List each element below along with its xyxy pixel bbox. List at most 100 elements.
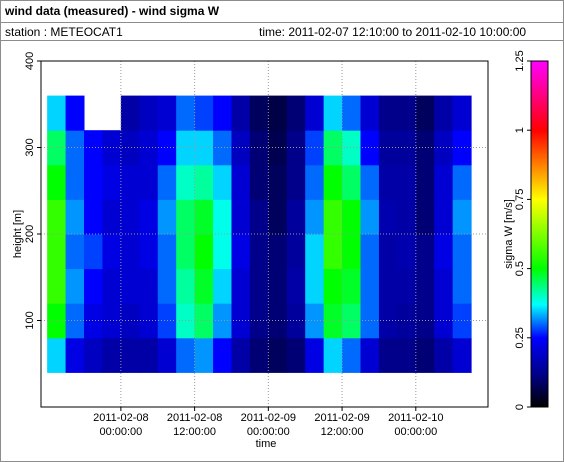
heatmap-cell (378, 199, 398, 235)
heatmap-cell (305, 234, 325, 270)
heatmap-cell (434, 337, 454, 373)
heatmap-cell (323, 164, 343, 200)
colorbar-tick-label: 0 (514, 404, 526, 410)
heatmap-cell (452, 164, 472, 200)
heatmap-cell (378, 268, 398, 304)
heatmap-cell (415, 268, 435, 304)
heatmap-cell (65, 164, 85, 200)
heatmap-cell (415, 199, 435, 235)
heatmap-cell (286, 164, 306, 200)
heatmap-cell (360, 303, 380, 339)
y-tick-label: 100 (24, 311, 36, 329)
heatmap-cell (84, 234, 103, 270)
heatmap-cell (397, 164, 417, 200)
heatmap-cell (268, 199, 288, 235)
heatmap-cell (139, 234, 159, 270)
heatmap-cell (139, 303, 159, 339)
heatmap-cell (342, 234, 362, 270)
heatmap-cell (342, 268, 362, 304)
heatmap-cell (65, 234, 85, 270)
heatmap-cell (268, 234, 288, 270)
heatmap-cell (360, 234, 380, 270)
heatmap-cell (231, 303, 251, 339)
heatmap-cell (194, 337, 214, 373)
heatmap-cell (378, 337, 398, 373)
y-tick-label: 200 (24, 225, 36, 243)
heatmap-cell (434, 234, 454, 270)
heatmap-cell (268, 303, 288, 339)
heatmap-cell (120, 268, 140, 304)
heatmap-cell (397, 303, 417, 339)
heatmap-cell (120, 199, 140, 235)
heatmap-cell (342, 199, 362, 235)
heatmap-cell (323, 234, 343, 270)
heatmap-cell (120, 234, 140, 270)
heatmap-cell (249, 234, 269, 270)
heatmap-cell (360, 337, 380, 373)
heatmap-cell (397, 130, 417, 166)
y-axis-label: height [m] (12, 210, 24, 258)
plot-frame (40, 60, 489, 408)
heatmap-cell (84, 164, 103, 200)
heatmap-cell (176, 268, 196, 304)
station: station : METEOCAT1 (5, 25, 123, 39)
heatmap-cell (323, 130, 343, 166)
heatmap-cell (378, 164, 398, 200)
heatmap-cell (231, 268, 251, 304)
heatmap-cell (213, 164, 232, 200)
heatmap-cell (231, 95, 251, 131)
heatmap-cell (65, 130, 85, 166)
colorbar-tick-label: 0.5 (514, 261, 526, 276)
heatmap-cell (102, 164, 122, 200)
heatmap-cell (194, 234, 214, 270)
heatmap-cell (157, 337, 177, 373)
heatmap-cell (397, 95, 417, 131)
heatmap-cell (268, 268, 288, 304)
heatmap-cell (249, 95, 269, 131)
heatmap-cell (415, 164, 435, 200)
heatmap-cell (47, 95, 67, 131)
heatmap-cell (47, 337, 67, 373)
heatmap-cell (176, 164, 196, 200)
heatmap-cell (378, 303, 398, 339)
heatmap-cell (434, 95, 454, 131)
heatmap-cell (120, 303, 140, 339)
heatmap-cell (65, 337, 85, 373)
heatmap-cell (249, 303, 269, 339)
heatmap-cell (120, 130, 140, 166)
heatmap-cell (47, 199, 67, 235)
heatmap-cell (452, 95, 472, 131)
heatmap-cell (323, 95, 343, 131)
x-tick-label: 2011-02-09 00:00:00 (240, 412, 297, 438)
heatmap-cell (139, 268, 159, 304)
heatmap-cell (434, 199, 454, 235)
heatmap-cell (231, 234, 251, 270)
heatmap-cell (157, 234, 177, 270)
heatmap-cell (342, 164, 362, 200)
heatmap-cell (102, 303, 122, 339)
heatmap-cell (286, 234, 306, 270)
heatmap-cell (176, 337, 196, 373)
heatmap-cell (213, 130, 232, 166)
heatmap-cell (397, 268, 417, 304)
heatmap-cell (249, 164, 269, 200)
heatmap-cell (120, 337, 140, 373)
heatmap-cell (378, 130, 398, 166)
heatmap-cell (305, 337, 325, 373)
heatmap-cell (157, 164, 177, 200)
heatmap-cell (323, 303, 343, 339)
heatmap-cell (139, 199, 159, 235)
heatmap-cell (360, 164, 380, 200)
heatmap-cell (213, 234, 232, 270)
heatmap-cell (378, 95, 398, 131)
heatmap-cell (286, 337, 306, 373)
heatmap-cell (176, 234, 196, 270)
heatmap-cell (102, 268, 122, 304)
colorbar-tick-label: 0.25 (514, 327, 526, 348)
heatmap-cell (452, 130, 472, 166)
heatmap-cell (65, 95, 85, 131)
heatmap-cell (65, 268, 85, 304)
heatmap-cell (305, 199, 325, 235)
heatmap-cell (139, 95, 159, 131)
